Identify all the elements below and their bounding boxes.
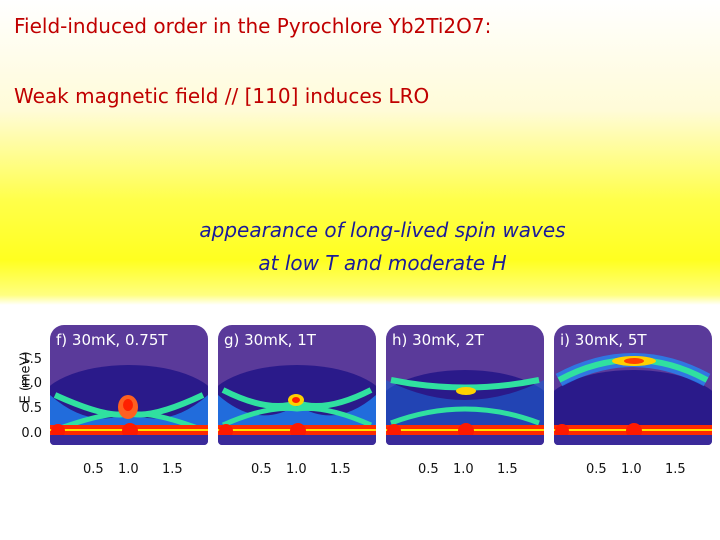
spectrum-panel-f: f) 30mK, 0.75T <box>50 325 208 445</box>
xtick: 0.5 <box>83 462 104 477</box>
ytick: 0.5 <box>21 401 42 416</box>
ytick: 0.0 <box>21 426 42 441</box>
spectrum-image-g <box>218 325 376 445</box>
panel-label-g: g) 30mK, 1T <box>224 331 316 349</box>
panel-label-f: f) 30mK, 0.75T <box>56 331 168 349</box>
xtick: 1.0 <box>453 462 474 477</box>
xtick: 1.0 <box>621 462 642 477</box>
spectrum-panel-h: h) 30mK, 2T <box>386 325 544 445</box>
xtick: 0.5 <box>586 462 607 477</box>
xtick: 1.0 <box>118 462 139 477</box>
spectrum-panel-i: i) 30mK, 5T <box>554 325 712 445</box>
xtick: 1.5 <box>497 462 518 477</box>
spectrum-panel-g: g) 30mK, 1T <box>218 325 376 445</box>
xtick: 1.5 <box>330 462 351 477</box>
xtick: 1.5 <box>162 462 183 477</box>
xtick: 0.5 <box>418 462 439 477</box>
slide-note: appearance of long-lived spin waves at l… <box>160 214 605 280</box>
note-line-1: appearance of long-lived spin waves <box>199 218 566 242</box>
xtick: 1.5 <box>665 462 686 477</box>
panel-label-h: h) 30mK, 2T <box>392 331 484 349</box>
ytick: 1.5 <box>21 352 42 367</box>
spectrum-image-i <box>554 325 712 445</box>
note-line-2: at low T and moderate H <box>258 251 507 275</box>
slide-subtitle: Weak magnetic field // [110] induces LRO <box>14 84 430 108</box>
spectrum-image-h <box>386 325 544 445</box>
spectrum-image-f <box>50 325 208 445</box>
xtick: 0.5 <box>251 462 272 477</box>
ytick: 1.0 <box>21 376 42 391</box>
slide-title: Field-induced order in the Pyrochlore Yb… <box>14 14 492 38</box>
panel-label-i: i) 30mK, 5T <box>560 331 647 349</box>
xtick: 1.0 <box>286 462 307 477</box>
